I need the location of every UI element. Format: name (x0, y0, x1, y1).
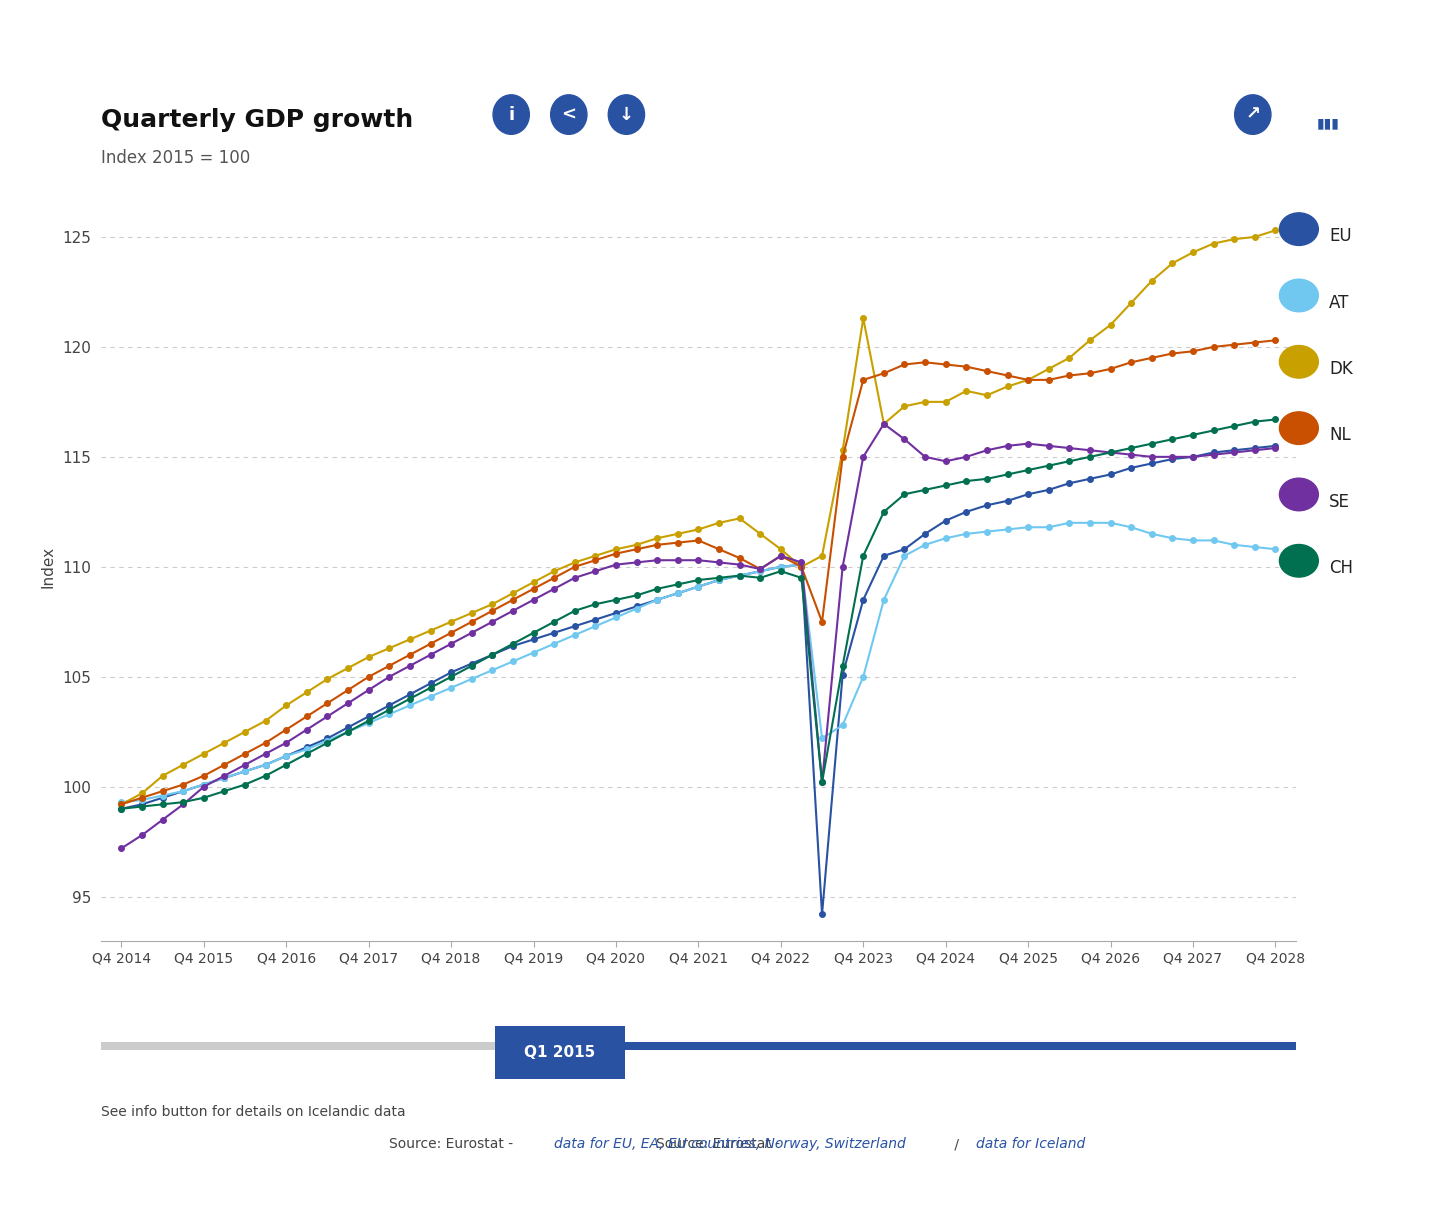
Circle shape (1280, 345, 1319, 379)
Circle shape (1234, 95, 1272, 134)
Text: i: i (508, 106, 514, 123)
Circle shape (1280, 212, 1319, 245)
Circle shape (492, 95, 530, 134)
Circle shape (550, 95, 588, 134)
Y-axis label: Index: Index (40, 546, 55, 587)
Text: Q1 2015: Q1 2015 (524, 1046, 596, 1060)
Circle shape (1280, 411, 1319, 445)
Text: NL: NL (1329, 427, 1351, 444)
Text: CH: CH (1329, 560, 1354, 576)
Text: <: < (562, 106, 576, 123)
Text: /: / (950, 1137, 963, 1151)
Text: AT: AT (1329, 294, 1349, 311)
FancyBboxPatch shape (482, 1021, 638, 1084)
Circle shape (1280, 279, 1319, 312)
Text: EU: EU (1329, 228, 1352, 245)
Text: ↗: ↗ (1246, 106, 1260, 123)
Circle shape (1280, 544, 1319, 578)
Text: SE: SE (1329, 493, 1349, 510)
Text: Index 2015 = 100: Index 2015 = 100 (101, 148, 251, 166)
Text: data for Iceland: data for Iceland (976, 1137, 1086, 1151)
Text: Quarterly GDP growth: Quarterly GDP growth (101, 107, 413, 131)
Circle shape (1280, 478, 1319, 511)
Text: data for EU, EA, EU countries, Norway, Switzerland: data for EU, EA, EU countries, Norway, S… (554, 1137, 906, 1151)
Circle shape (608, 95, 645, 134)
Text: Source: Eurostat -: Source: Eurostat - (389, 1137, 517, 1151)
Text: See info button for details on Icelandic data: See info button for details on Icelandic… (101, 1105, 406, 1118)
Text: ▮▮▮: ▮▮▮ (1318, 116, 1339, 130)
Bar (101, 1042, 543, 1050)
Text: Source: Eurostat -: Source: Eurostat - (655, 1137, 785, 1151)
Text: ↓: ↓ (619, 106, 634, 123)
Text: DK: DK (1329, 361, 1352, 377)
Bar (543, 1042, 1296, 1050)
